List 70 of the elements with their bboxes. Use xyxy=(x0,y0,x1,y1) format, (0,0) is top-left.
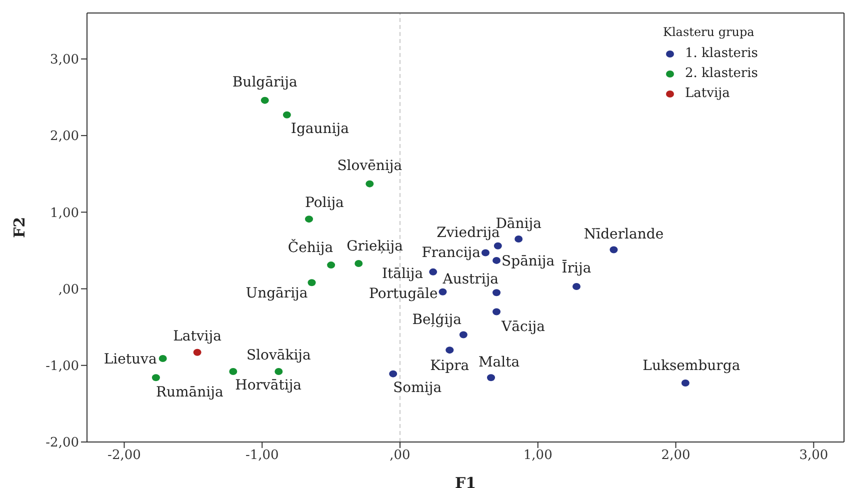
data-label: Čehija xyxy=(288,239,334,256)
data-label: Grieķija xyxy=(346,238,403,255)
point xyxy=(610,246,618,254)
point xyxy=(366,180,374,188)
data-label: Slovēnija xyxy=(337,158,402,174)
data-label: Polija xyxy=(305,195,344,212)
data-label: Igaunija xyxy=(290,120,349,137)
point xyxy=(572,282,580,290)
data-label: Īrija xyxy=(562,259,592,276)
point xyxy=(229,368,238,376)
x-tick-label: -2,00 xyxy=(108,448,141,464)
x-tick-label: -1,00 xyxy=(245,448,279,464)
y-tick-label: 3,00 xyxy=(50,52,79,68)
data-label: Somija xyxy=(393,380,442,396)
x-tick-label: 3,00 xyxy=(799,448,828,464)
point xyxy=(274,368,283,376)
data-label: Portugāle xyxy=(369,286,438,302)
point xyxy=(308,279,316,286)
point xyxy=(487,374,496,382)
data-label: Malta xyxy=(478,354,520,371)
point xyxy=(282,111,291,118)
point xyxy=(327,262,336,269)
data-label: Lietuva xyxy=(104,352,157,368)
x-tick-label: ,00 xyxy=(390,448,410,464)
point xyxy=(514,235,523,242)
y-tick-label: -1,00 xyxy=(46,359,79,374)
data-label: Nīderlande xyxy=(584,226,664,243)
data-label: Spānija xyxy=(502,253,555,270)
x-tick-label: 1,00 xyxy=(523,448,552,464)
data-label: Latvija xyxy=(173,328,222,344)
x-tick-label: 2,00 xyxy=(661,448,690,464)
legend-label: 2. klasteris xyxy=(685,65,758,83)
data-label: Ungārija xyxy=(246,286,308,302)
point xyxy=(459,331,468,338)
point xyxy=(305,216,313,223)
data-label: Vācija xyxy=(500,318,545,335)
data-label: Luksemburga xyxy=(642,358,740,374)
x-axis-title: F1 xyxy=(454,474,476,488)
y-tick-label: ,00 xyxy=(58,282,79,298)
data-label: Itālija xyxy=(382,266,424,282)
data-label: Bulgārija xyxy=(232,74,298,90)
legend-label: 1. klasteris xyxy=(685,45,758,63)
point xyxy=(193,348,202,356)
legend-title: Klasteru grupa xyxy=(663,24,756,41)
data-label: Horvātija xyxy=(235,378,302,394)
point xyxy=(492,308,501,316)
point xyxy=(492,289,501,296)
point xyxy=(438,288,447,296)
legend-label: Latvija xyxy=(685,85,730,103)
point xyxy=(429,268,438,276)
y-tick-label: 2,00 xyxy=(50,129,79,144)
data-label: Austrija xyxy=(442,272,499,288)
data-label: Rumānija xyxy=(156,384,224,401)
point xyxy=(446,346,454,354)
point xyxy=(152,374,160,382)
point xyxy=(158,355,167,362)
data-label: Kipra xyxy=(430,358,470,374)
point xyxy=(492,256,501,264)
y-axis-title: F2 xyxy=(10,216,28,238)
data-label: Francija xyxy=(422,244,480,261)
y-tick-label: -2,00 xyxy=(46,436,79,451)
point xyxy=(494,242,502,250)
y-tick-label: 1,00 xyxy=(50,206,79,221)
point xyxy=(481,249,490,256)
data-label: Beļģija xyxy=(412,312,462,328)
point xyxy=(389,370,398,378)
point xyxy=(260,96,269,104)
data-label: Slovākija xyxy=(246,348,311,364)
point xyxy=(681,380,690,387)
point xyxy=(354,260,363,268)
